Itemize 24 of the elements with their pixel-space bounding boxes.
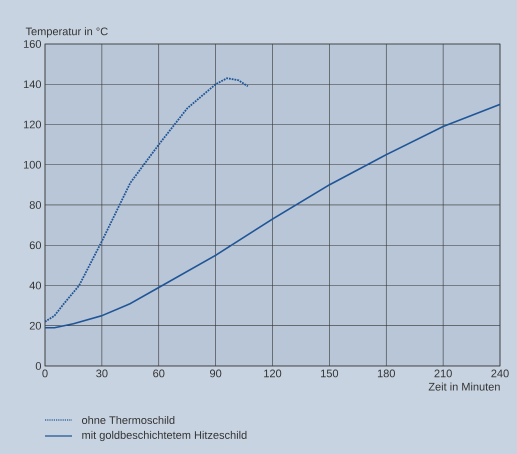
y-tick-label: 140 (24, 80, 42, 88)
x-tick-label: 150 (321, 370, 338, 378)
line-series (45, 104, 500, 329)
y-tick-label: 80 (30, 201, 42, 209)
y-tick-label: 20 (30, 322, 42, 330)
x-tick-label: 180 (378, 370, 395, 378)
x-tick-label: 90 (210, 370, 222, 378)
y-tick-label: 120 (24, 120, 42, 128)
y-axis-title: Temperatur in °C (26, 27, 108, 38)
y-tick-label: 60 (30, 241, 42, 250)
y-tick-label: 0 (36, 362, 42, 370)
x-tick-label: 30 (96, 370, 108, 378)
x-tick-label: 240 (491, 370, 509, 378)
x-axis-title: Zeit in Minuten (428, 382, 500, 391)
y-tick-label: 100 (24, 160, 42, 169)
legend-label: ohne Thermoschild (82, 416, 174, 424)
x-tick-label: 120 (264, 370, 282, 378)
legend-label: mit goldbeschichtetem Hitzeschild (82, 430, 246, 442)
x-tick-label: 0 (42, 370, 48, 378)
x-tick-label: 60 (153, 370, 164, 378)
y-tick-label: 160 (24, 40, 42, 48)
x-tick-label: 210 (434, 370, 452, 378)
y-tick-label: 40 (29, 282, 42, 290)
line-series (45, 77, 249, 323)
